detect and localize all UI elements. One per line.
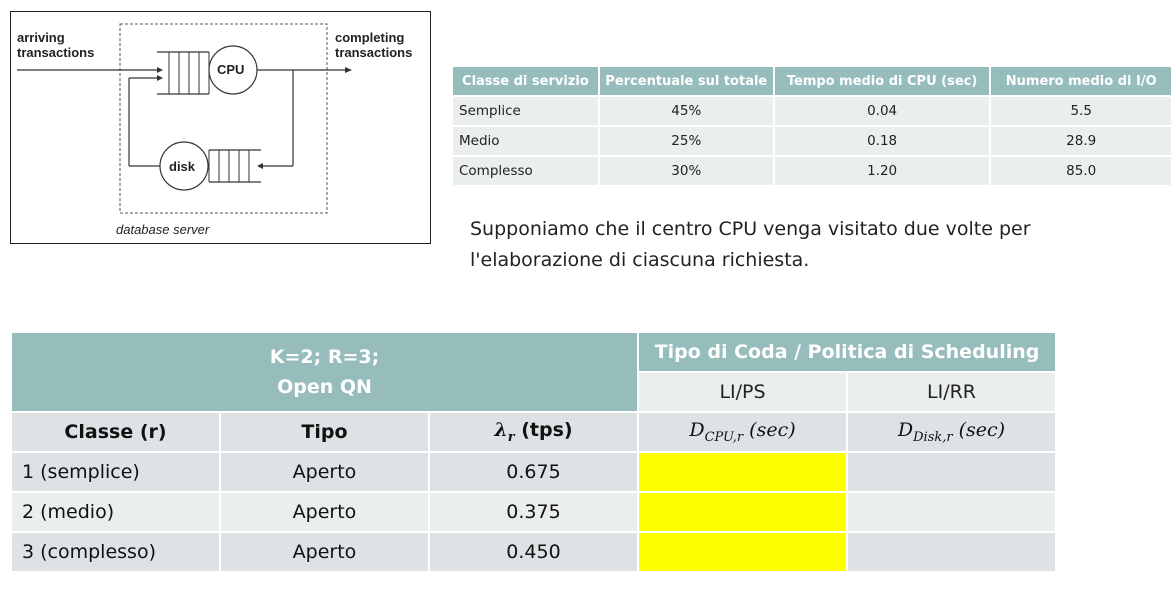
table-cell: 85.0 [990,156,1173,187]
lambda-cell: 0.675 [428,451,639,493]
table-row: 2 (medio) Aperto 0.375 [10,491,1057,533]
type-column-header: Tipo [219,411,430,453]
table-cell: 28.9 [990,126,1173,157]
table-cell: 1.20 [773,156,992,187]
diagram-graphics [17,23,352,214]
d-cpu-column-header: DCPU,r (sec) [637,411,848,453]
header-cell: Numero medio di I/O [990,67,1173,97]
table-row: Medio 25% 0.18 28.9 [453,126,1173,157]
type-cell: Aperto [219,451,430,493]
lambda-cell: 0.375 [428,491,639,533]
lambda-column-header: λr (tps) [428,411,639,453]
type-cell: Aperto [219,531,430,573]
cpu-queue [157,51,210,95]
table-row: Semplice 45% 0.04 5.5 [453,96,1173,127]
table-cell: Medio [453,126,600,157]
d-cpu-cell-highlighted [637,451,848,493]
disk-queue [208,149,261,183]
table-cell: 0.18 [773,126,992,157]
d-disk-column-header: DDisk,r (sec) [846,411,1057,453]
table-row: 3 (complesso) Aperto 0.450 [10,531,1057,573]
table-cell: Complesso [453,156,600,187]
d-cpu-cell-highlighted [637,531,848,573]
open-qn-table: K=2; R=3; Open QN Tipo di Coda / Politic… [10,331,1057,573]
disk-policy: LI/RR [846,371,1057,413]
table-cell: 25% [598,126,775,157]
table-row: 1 (semplice) Aperto 0.675 [10,451,1057,493]
cpu-visits-note: Supponiamo che il centro CPU venga visit… [470,218,1031,271]
d-disk-cell [846,531,1057,573]
disk-server-circle [159,141,209,191]
header-cell: Tempo medio di CPU (sec) [773,67,992,97]
service-class-table: Classe di servizio Percentuale sul total… [453,67,1173,187]
cpu-label: CPU [217,62,245,77]
header-cell: Percentuale sul totale [598,67,775,97]
type-cell: Aperto [219,491,430,533]
database-server-label: database server [116,222,210,237]
d-cpu-cell-highlighted [637,491,848,533]
d-disk-cell [846,451,1057,493]
queueing-network-diagram: arriving transactions completing transacti… [10,11,431,244]
d-disk-cell [846,491,1057,533]
class-column-header: Classe (r) [10,411,221,453]
table-cell: 30% [598,156,775,187]
table-cell: 5.5 [990,96,1173,127]
lambda-cell: 0.450 [428,531,639,573]
class-cell: 2 (medio) [10,491,221,533]
scheduling-policy-header: Tipo di Coda / Politica di Scheduling [637,331,1057,373]
class-cell: 3 (complesso) [10,531,221,573]
table-cell: Semplice [453,96,600,127]
server-boundary [119,23,328,214]
cpu-policy: LI/PS [637,371,848,413]
model-parameters-header: K=2; R=3; Open QN [10,331,639,413]
class-cell: 1 (semplice) [10,451,221,493]
disk-label: disk [169,159,196,174]
table-header-row: Classe di servizio Percentuale sul total… [453,67,1173,97]
header-cell: Classe di servizio [453,67,600,97]
arriving-label: arriving transactions [17,30,95,60]
table-cell: 0.04 [773,96,992,127]
table-row: Complesso 30% 1.20 85.0 [453,156,1173,187]
table-cell: 45% [598,96,775,127]
completing-label: completing transactions [335,30,413,60]
